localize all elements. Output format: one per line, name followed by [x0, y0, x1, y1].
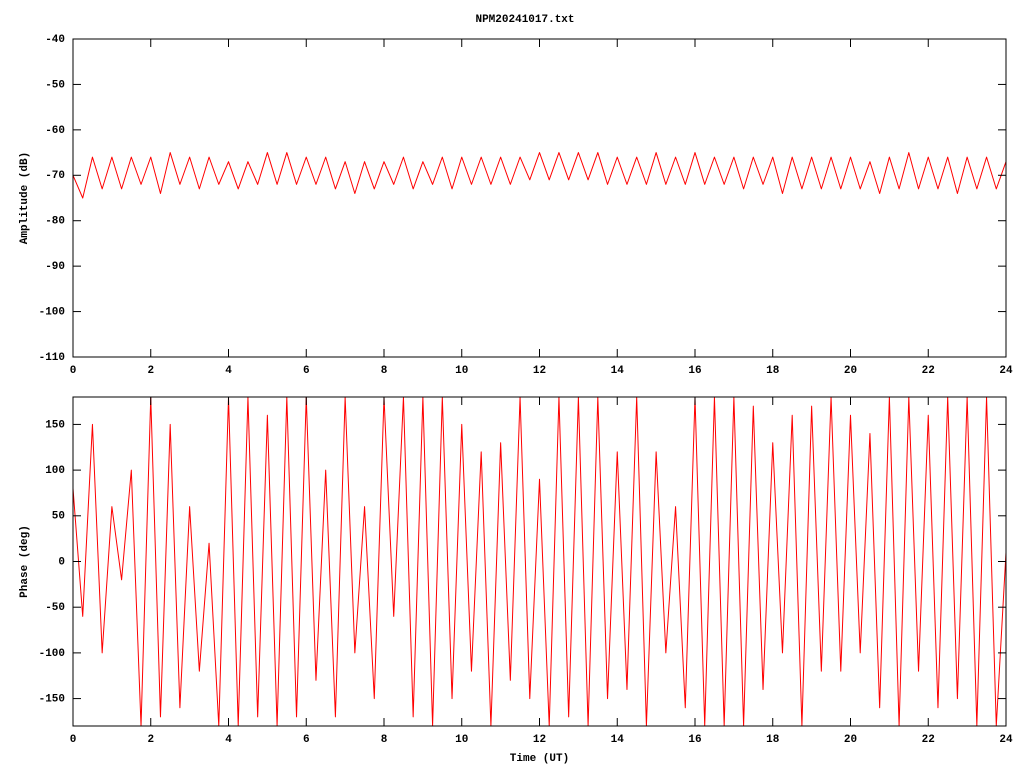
x-tick-label: 10	[455, 365, 468, 377]
y-tick-label: 50	[52, 511, 65, 523]
x-tick-label: 18	[766, 365, 780, 377]
y-tick-label: -50	[45, 79, 65, 91]
y-tick-label: -60	[45, 125, 65, 137]
y-tick-label: 100	[45, 465, 65, 477]
y-axis-label: Phase (deg)	[19, 525, 31, 598]
x-axis-label: Time (UT)	[510, 753, 569, 765]
y-axis-label: Amplitude (dB)	[19, 152, 31, 244]
x-tick-label: 6	[303, 365, 310, 377]
x-tick-label: 0	[70, 365, 77, 377]
x-tick-label: 22	[922, 734, 935, 746]
y-tick-label: -90	[45, 261, 65, 273]
x-tick-label: 4	[225, 734, 232, 746]
y-tick-label: -100	[39, 306, 65, 318]
x-tick-label: 6	[303, 734, 310, 746]
y-tick-label: 0	[58, 556, 65, 568]
x-tick-label: 24	[999, 734, 1013, 746]
x-tick-label: 10	[455, 734, 468, 746]
x-tick-label: 4	[225, 365, 232, 377]
x-tick-label: 14	[611, 365, 625, 377]
chart-title: NPM20241017.txt	[475, 14, 574, 26]
y-tick-label: -50	[45, 602, 65, 614]
y-tick-label: 150	[45, 419, 65, 431]
data-line	[72, 152, 1007, 199]
y-tick-label: -110	[39, 352, 65, 364]
x-tick-label: 2	[147, 365, 154, 377]
x-tick-label: 8	[381, 734, 388, 746]
y-tick-label: -70	[45, 170, 65, 182]
x-tick-label: 14	[611, 734, 625, 746]
x-tick-label: 0	[70, 734, 77, 746]
y-tick-label: -150	[39, 693, 65, 705]
x-tick-label: 16	[688, 365, 701, 377]
y-tick-label: -80	[45, 216, 65, 228]
x-tick-label: 24	[999, 365, 1013, 377]
y-tick-label: -40	[45, 34, 65, 46]
x-tick-label: 16	[688, 734, 701, 746]
x-tick-label: 8	[381, 365, 388, 377]
y-tick-label: -100	[39, 648, 65, 660]
x-tick-label: 12	[533, 365, 546, 377]
x-tick-label: 18	[766, 734, 780, 746]
x-tick-label: 12	[533, 734, 546, 746]
x-tick-label: 20	[844, 734, 857, 746]
x-tick-label: 20	[844, 365, 857, 377]
x-tick-label: 22	[922, 365, 935, 377]
x-tick-label: 2	[147, 734, 154, 746]
